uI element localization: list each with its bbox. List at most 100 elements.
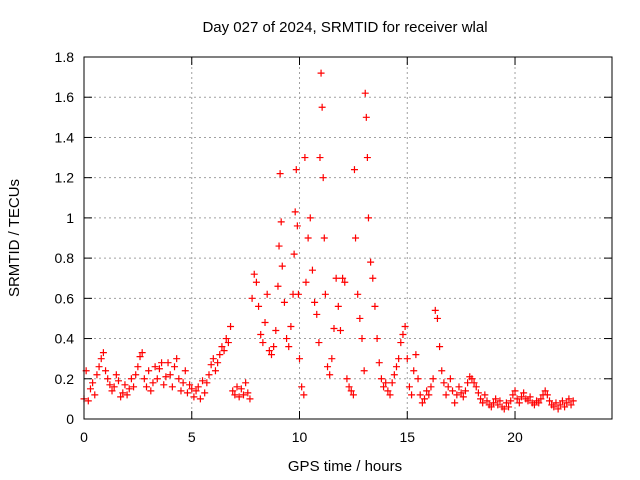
data-point xyxy=(552,399,560,407)
data-point xyxy=(474,389,482,397)
data-point xyxy=(509,391,517,399)
data-point xyxy=(280,298,288,306)
data-point xyxy=(483,397,491,405)
data-point xyxy=(324,363,332,371)
data-point xyxy=(162,373,170,381)
data-point xyxy=(99,349,107,357)
data-point xyxy=(224,339,232,347)
data-point xyxy=(287,322,295,330)
data-point xyxy=(188,385,196,393)
data-point xyxy=(380,383,388,391)
data-point xyxy=(308,266,316,274)
data-point xyxy=(205,371,213,379)
data-point xyxy=(134,363,142,371)
data-point xyxy=(427,383,435,391)
data-point xyxy=(399,331,407,339)
chart-title: Day 027 of 2024, SRMTID for receiver wla… xyxy=(202,19,487,36)
y-tick-label: 0.4 xyxy=(55,331,75,347)
data-point xyxy=(117,393,125,401)
data-point xyxy=(444,383,452,391)
data-point xyxy=(311,298,319,306)
data-point xyxy=(362,113,370,121)
data-point xyxy=(431,306,439,314)
data-point xyxy=(125,385,133,393)
x-tick-label: 15 xyxy=(399,429,415,445)
y-tick-label: 0 xyxy=(66,411,74,427)
data-point xyxy=(186,381,194,389)
x-tick-label: 0 xyxy=(80,429,88,445)
data-point xyxy=(470,379,478,387)
data-point xyxy=(140,375,148,383)
data-point xyxy=(127,375,135,383)
y-tick-label: 1.2 xyxy=(55,170,75,186)
data-points xyxy=(80,69,577,413)
data-point xyxy=(390,371,398,379)
data-point xyxy=(356,314,364,322)
data-point xyxy=(91,391,99,399)
data-point xyxy=(550,403,558,411)
data-point xyxy=(449,387,457,395)
data-point xyxy=(395,355,403,363)
data-point xyxy=(296,355,304,363)
data-point xyxy=(345,383,353,391)
data-point xyxy=(565,395,573,403)
data-point xyxy=(227,322,235,330)
data-point xyxy=(326,371,334,379)
data-point xyxy=(316,154,324,162)
data-point xyxy=(479,399,487,407)
data-point xyxy=(429,375,437,383)
data-point xyxy=(235,393,243,401)
data-point xyxy=(397,339,405,347)
data-point xyxy=(461,387,469,395)
data-point xyxy=(84,397,92,405)
data-point xyxy=(341,278,349,286)
data-point xyxy=(511,387,519,395)
data-point xyxy=(535,399,543,407)
data-point xyxy=(481,391,489,399)
data-point xyxy=(472,383,480,391)
data-point xyxy=(436,343,444,351)
data-point xyxy=(515,399,523,407)
tick-labels: 0 0.2 0.4 0.6 0.8 1 1.2 1.4 1.6 1.8 0 5 10 15 20 xyxy=(55,49,523,445)
data-point xyxy=(408,391,416,399)
data-point xyxy=(255,302,263,310)
data-point xyxy=(259,339,267,347)
data-point xyxy=(179,379,187,387)
data-point xyxy=(306,214,314,222)
data-point xyxy=(220,347,228,355)
data-point xyxy=(300,391,308,399)
data-point xyxy=(166,371,174,379)
data-point xyxy=(138,349,146,357)
data-point xyxy=(149,379,157,387)
data-point xyxy=(546,397,554,405)
data-point xyxy=(177,387,185,395)
y-tick-label: 1.4 xyxy=(55,129,75,145)
data-point xyxy=(209,355,217,363)
data-point xyxy=(237,385,245,393)
data-point xyxy=(343,375,351,383)
data-point xyxy=(401,322,409,330)
data-point xyxy=(328,355,336,363)
data-point xyxy=(563,399,571,407)
data-point xyxy=(410,367,418,375)
data-point xyxy=(496,397,504,405)
data-point xyxy=(216,351,224,359)
data-point xyxy=(526,393,534,401)
data-point xyxy=(561,403,569,411)
data-point xyxy=(520,389,528,397)
data-point xyxy=(464,379,472,387)
data-point xyxy=(487,403,495,411)
data-point xyxy=(102,367,110,375)
data-point xyxy=(537,395,545,403)
data-point xyxy=(364,214,372,222)
data-point xyxy=(151,363,159,371)
data-point xyxy=(292,166,300,174)
data-point xyxy=(363,154,371,162)
data-point xyxy=(416,391,424,399)
data-point xyxy=(336,327,344,335)
data-point xyxy=(543,391,551,399)
data-point xyxy=(121,381,129,389)
data-point xyxy=(164,359,172,367)
data-point xyxy=(211,367,219,375)
